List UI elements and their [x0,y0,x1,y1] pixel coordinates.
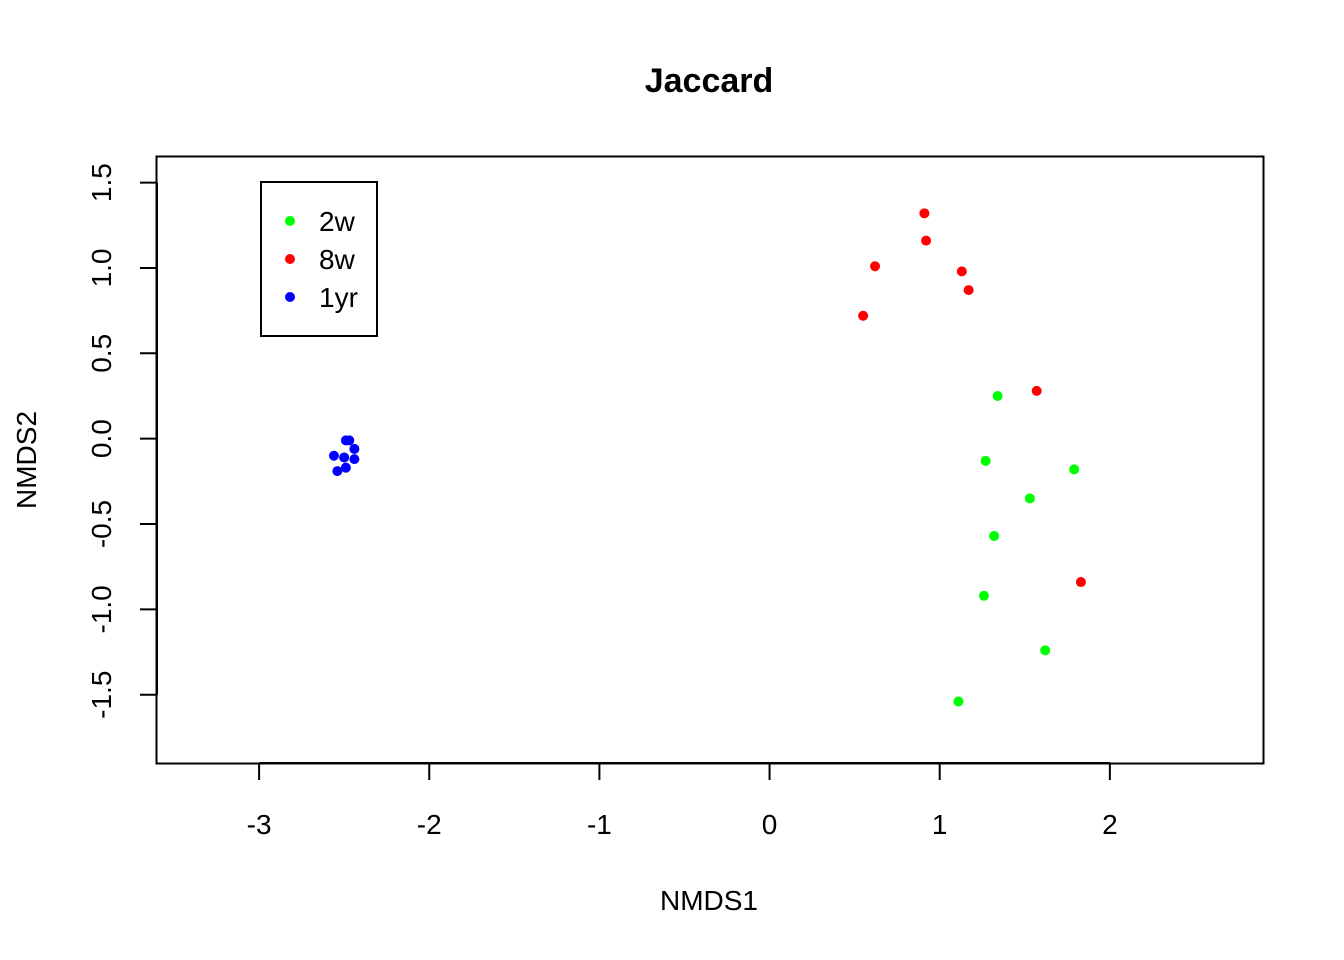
legend-label-1yr: 1yr [319,282,358,313]
y-tick-label: 0.0 [86,419,117,458]
point-2w [980,455,991,466]
y-tick-label: -1.0 [86,585,117,633]
point-2w [989,530,1000,541]
point-2w [953,696,964,707]
point-1yr [349,454,360,465]
legend-label-2w: 2w [319,206,356,237]
point-2w [1040,645,1051,656]
point-1yr [340,462,351,473]
x-axis-label: NMDS1 [660,885,758,916]
x-tick-label: -1 [587,809,612,840]
legend-marker-2w [285,216,295,226]
point-8w [870,261,881,272]
point-2w [1024,493,1035,504]
data-points [328,208,1086,707]
point-2w [1069,464,1080,475]
y-tick-label: 1.5 [86,163,117,202]
y-tick-label: -0.5 [86,500,117,548]
y-tick-label: 0.5 [86,334,117,373]
x-tick-label: -2 [417,809,442,840]
legend-box [260,181,378,337]
point-8w [921,235,932,246]
point-8w [963,285,974,296]
point-1yr [349,443,360,454]
y-axis-label: NMDS2 [11,411,42,509]
x-tick-label: -3 [247,809,272,840]
y-tick-label: 1.0 [86,248,117,287]
point-1yr [339,452,350,463]
point-8w [858,310,869,321]
legend: 2w 8w 1yr [260,181,378,337]
y-tick-label: -1.5 [86,671,117,719]
point-2w [978,590,989,601]
point-2w [992,390,1003,401]
point-1yr [328,450,339,461]
x-tick-label: 1 [932,809,948,840]
legend-label-8w: 8w [319,244,356,275]
x-axis: -3 -2 -1 0 1 2 [247,762,1118,840]
chart-title: Jaccard [645,62,774,100]
x-tick-label: 0 [762,809,778,840]
point-8w [919,208,930,219]
y-axis: -1.5 -1.0 -0.5 0.0 0.5 1.0 1.5 [86,163,158,719]
x-tick-label: 2 [1102,809,1118,840]
legend-marker-1yr [285,292,295,302]
point-8w [1075,577,1086,588]
legend-marker-8w [285,254,295,264]
point-8w [1031,385,1042,396]
point-1yr [344,435,355,446]
point-1yr [332,466,343,477]
point-8w [956,266,967,277]
